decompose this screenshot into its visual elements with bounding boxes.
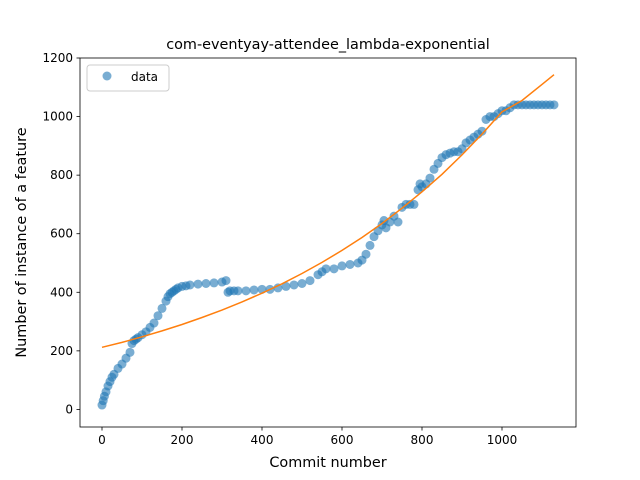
- x-tick-label: 800: [411, 433, 434, 447]
- y-axis-label: Number of instance of a feature: [14, 127, 30, 357]
- data-point: [249, 285, 259, 295]
- data-point: [321, 264, 331, 274]
- y-tick-label: 1000: [42, 110, 73, 124]
- data-point: [409, 199, 419, 209]
- y-axis: 0 200 400 600 800 1000 1200: [42, 51, 80, 416]
- data-point: [201, 279, 211, 288]
- y-tick-label: 1200: [42, 51, 73, 65]
- x-tick-label: 200: [171, 433, 194, 447]
- x-tick-label: 0: [98, 433, 106, 447]
- legend-marker: [102, 71, 112, 81]
- data-point: [365, 240, 375, 250]
- data-point: [305, 276, 315, 286]
- axes-frame: [79, 57, 577, 428]
- data-point: [361, 249, 371, 259]
- plot-area: [97, 74, 559, 410]
- x-axis: 0 200 400 600 800 1000: [98, 427, 517, 447]
- y-tick-label: 200: [50, 344, 73, 358]
- fit-line: [101, 74, 555, 349]
- data-point: [337, 261, 347, 271]
- data-point: [549, 100, 559, 110]
- data-point: [477, 126, 487, 136]
- y-tick-label: 0: [65, 402, 73, 416]
- data-point: [345, 259, 355, 269]
- legend: data: [86, 64, 170, 92]
- data-point: [221, 276, 231, 286]
- data-point: [209, 278, 219, 288]
- y-tick-label: 800: [50, 168, 73, 182]
- data-point: [297, 279, 307, 288]
- y-tick-label: 600: [50, 227, 73, 241]
- data-point: [193, 279, 203, 289]
- chart-title: com-eventyay-attendee_lambda-exponential: [166, 37, 490, 53]
- data-point: [289, 280, 299, 290]
- data-point: [425, 173, 435, 183]
- data-point: [329, 264, 339, 274]
- x-tick-label: 400: [251, 433, 274, 447]
- data-point: [153, 311, 163, 321]
- legend-box: [86, 64, 170, 92]
- data-point: [241, 286, 251, 296]
- data-point: [233, 286, 243, 296]
- legend-label: data: [131, 70, 158, 84]
- y-tick-label: 400: [50, 285, 73, 299]
- data-point: [273, 283, 283, 293]
- x-axis-label: Commit number: [269, 455, 386, 471]
- x-tick-label: 600: [331, 433, 354, 447]
- data-point: [157, 303, 167, 313]
- x-tick-label: 1000: [487, 433, 518, 447]
- data-point: [393, 217, 403, 227]
- data-point: [281, 281, 291, 291]
- data-point: [125, 347, 135, 357]
- data-point: [149, 318, 159, 328]
- data-point: [185, 280, 195, 290]
